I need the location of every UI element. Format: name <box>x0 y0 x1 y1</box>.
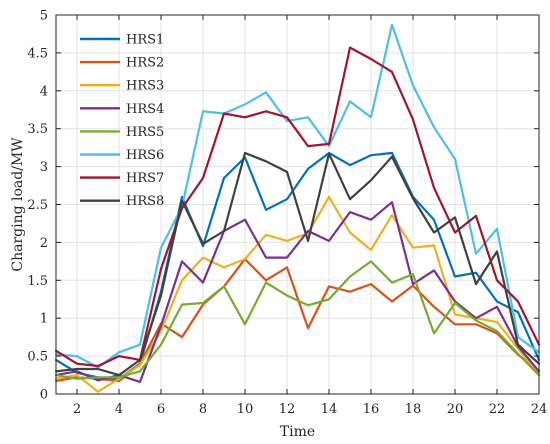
legend-label-hrs5: HRS5 <box>126 125 164 140</box>
x-tick-label: 18 <box>405 402 422 417</box>
legend-label-hrs3: HRS3 <box>126 79 164 94</box>
y-tick-label: 4.5 <box>27 46 48 61</box>
x-tick-label: 14 <box>321 402 338 417</box>
series-layer <box>54 23 541 393</box>
legend-label-hrs8: HRS8 <box>126 194 164 209</box>
y-tick-label: 0 <box>40 388 48 403</box>
y-axis-label: Charging load/MW <box>10 137 26 272</box>
x-tick-label: 16 <box>363 402 380 417</box>
series-line-hrs3 <box>54 195 541 393</box>
x-tick-label: 24 <box>531 402 548 417</box>
x-axis-ticks: 2 4 6 8 10 12 14 16 18 20 22 24 <box>73 15 547 417</box>
series-line-hrs6 <box>54 23 541 369</box>
y-tick-label: 3 <box>40 160 48 175</box>
y-tick-label: 0.5 <box>27 350 48 365</box>
y-tick-label: 1.5 <box>27 274 48 289</box>
x-tick-label: 4 <box>115 402 123 417</box>
legend-label-hrs7: HRS7 <box>126 171 164 186</box>
legend-label-hrs2: HRS2 <box>126 56 164 71</box>
x-tick-label: 12 <box>279 402 296 417</box>
series-line-hrs8 <box>54 151 541 377</box>
y-axis-ticks: 0 0.5 1 1.5 2 2.5 3 3.5 4 4.5 5 <box>27 9 539 403</box>
y-tick-label: 5 <box>40 9 48 24</box>
y-tick-label: 2.5 <box>27 198 48 213</box>
x-tick-label: 8 <box>199 402 207 417</box>
legend-label-hrs4: HRS4 <box>126 102 164 117</box>
y-tick-label: 1 <box>40 312 48 327</box>
series-line-hrs5 <box>54 260 541 380</box>
x-tick-label: 10 <box>237 402 254 417</box>
x-tick-label: 2 <box>73 402 81 417</box>
legend: HRS1 HRS2 HRS3 HRS4 HRS5 HRS6 HRS7 HRS8 <box>80 33 164 209</box>
x-tick-label: 22 <box>489 402 506 417</box>
y-tick-label: 2 <box>40 236 48 251</box>
y-tick-label: 3.5 <box>27 122 48 137</box>
series-line-hrs4 <box>54 201 541 383</box>
legend-label-hrs1: HRS1 <box>126 33 164 48</box>
x-axis-label: Time <box>280 424 315 440</box>
x-tick-label: 6 <box>157 402 165 417</box>
y-tick-label: 4 <box>40 84 48 99</box>
legend-label-hrs6: HRS6 <box>126 148 164 163</box>
x-tick-label: 20 <box>447 402 464 417</box>
